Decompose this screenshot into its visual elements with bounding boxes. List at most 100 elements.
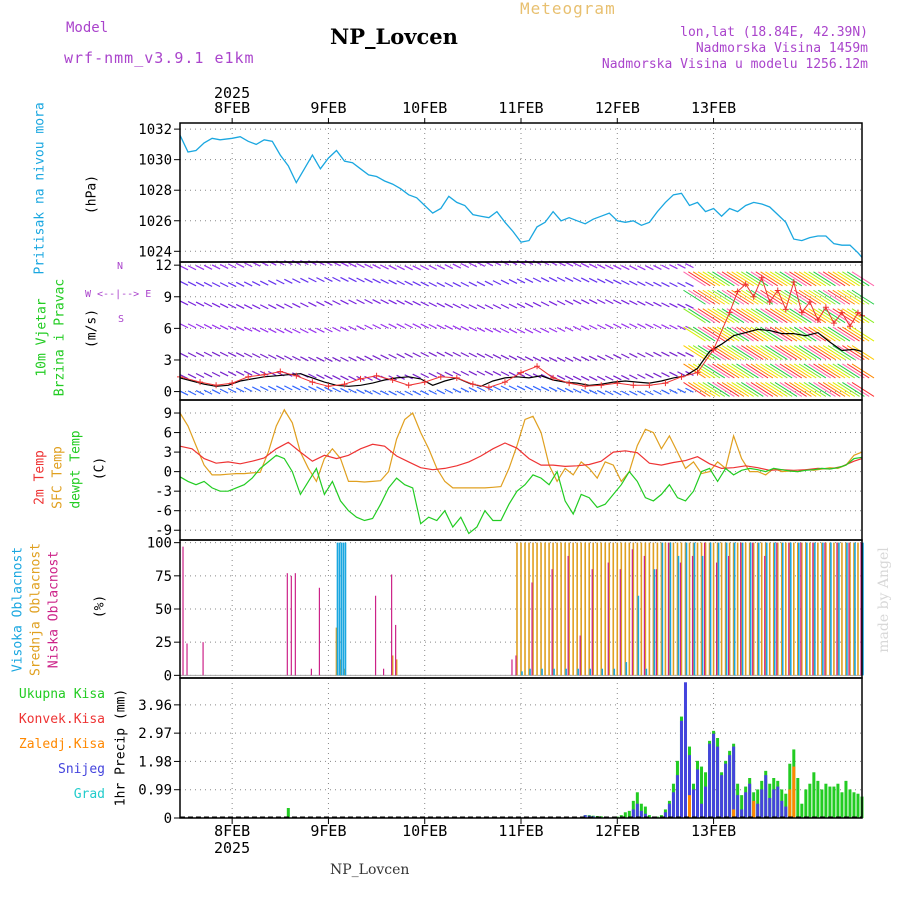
wind-barb	[243, 352, 253, 358]
pressure-tick-label: 1026	[138, 214, 172, 230]
wind-barb	[324, 386, 333, 392]
wind-barb	[372, 264, 381, 270]
precip-snow-bar	[716, 746, 720, 818]
wind-barb	[653, 264, 662, 271]
wind-barb	[564, 261, 574, 267]
wind-barb	[324, 300, 333, 306]
year-bottom: 2025	[214, 839, 251, 857]
wind-barb	[784, 271, 807, 287]
wind-barb	[677, 388, 686, 394]
wind-barb	[832, 271, 856, 287]
wind-barb	[842, 308, 865, 324]
wind-barb	[372, 278, 381, 284]
wind-barb	[532, 277, 542, 283]
wind-barb	[774, 345, 798, 360]
wind-barb	[492, 385, 502, 391]
wind-barb	[688, 363, 711, 379]
wind-barb	[692, 289, 716, 305]
wind-barb	[685, 281, 694, 287]
wind-barb	[524, 372, 534, 378]
wind-barb	[750, 308, 774, 324]
wind-barb	[793, 308, 817, 324]
wind-barb	[604, 278, 614, 284]
wind-barb	[235, 281, 245, 287]
wind-barb	[842, 363, 865, 379]
wind-gust-point	[726, 309, 733, 316]
wind-barb	[842, 381, 865, 397]
wind-barb	[340, 299, 349, 305]
wind-barb	[195, 351, 205, 357]
wind-barb	[524, 328, 534, 334]
wind-barb	[779, 289, 803, 305]
wind-barb	[637, 373, 646, 379]
wind-barb	[268, 328, 277, 334]
precip-total-bar	[808, 783, 812, 818]
wind-barb	[784, 381, 807, 397]
wind-barb	[187, 265, 197, 271]
wind-barb	[396, 390, 405, 396]
wind-barb	[808, 271, 831, 287]
elevation-label: Nadmorska Visina 1459m	[695, 41, 868, 56]
wind-barb	[779, 308, 803, 324]
wind-barb	[179, 265, 189, 271]
wind-barb	[697, 381, 721, 397]
wind-gust-point	[846, 323, 853, 330]
wind-barb	[420, 301, 429, 307]
wind-barb	[364, 298, 373, 305]
wind-barb	[556, 374, 566, 380]
wind-barb	[683, 289, 706, 305]
wind-barb	[798, 271, 822, 287]
temp-tick-label: 9	[164, 406, 172, 422]
wind-barb	[736, 363, 759, 379]
date-label-top: 11FEB	[498, 99, 543, 117]
wind-barb	[685, 303, 694, 309]
wind-barb	[793, 381, 817, 397]
wind-barb	[793, 271, 817, 287]
precip-snow-bar	[780, 800, 784, 818]
wind-barb	[308, 301, 317, 307]
wind-barb	[412, 352, 421, 358]
wind-barb	[235, 370, 245, 376]
wind-barb	[688, 326, 711, 342]
wind-barb	[516, 278, 526, 284]
wind-barb	[516, 328, 526, 334]
wind-barb	[774, 381, 798, 397]
wind-barb	[779, 345, 803, 360]
precip-snow-bar	[756, 803, 760, 818]
wind-barb	[572, 388, 582, 394]
temp-unit: (C)	[92, 456, 108, 481]
wind-barb	[356, 325, 365, 331]
wind-barb	[661, 372, 670, 378]
wind-barb	[348, 277, 357, 283]
wind-barb	[784, 308, 807, 324]
wind-barb	[637, 281, 646, 287]
wind-barb	[548, 386, 558, 392]
wind-barb	[580, 388, 590, 394]
wind-barb	[476, 370, 486, 376]
wind-barb	[685, 263, 694, 269]
wind-barb	[721, 363, 745, 379]
wind-barb	[251, 327, 261, 333]
wind-barb	[736, 308, 759, 324]
legend-convective-rain: Konvek.Kisa	[18, 712, 105, 727]
wind-barb	[702, 363, 726, 379]
wind-barb	[179, 374, 189, 380]
wind-barb	[661, 389, 670, 395]
date-label-top: 13FEB	[691, 99, 736, 117]
precip-snow-bar	[784, 806, 788, 818]
wind-barb	[769, 363, 793, 379]
precip-tick-label: 2.97	[138, 726, 172, 742]
wind-barb	[251, 261, 261, 267]
wind-barb	[629, 300, 638, 306]
wind-barb	[604, 264, 614, 270]
wind-barb	[629, 352, 638, 358]
wind-barb	[755, 345, 778, 360]
wind-barb	[645, 373, 654, 379]
wind-barb	[179, 352, 189, 358]
wind-barb	[827, 326, 851, 342]
wind-barb	[380, 264, 389, 270]
wind-barb	[316, 374, 325, 380]
wind-barb	[685, 387, 694, 393]
wind-barb	[308, 373, 317, 379]
temp-tick-label: -3	[155, 484, 172, 500]
